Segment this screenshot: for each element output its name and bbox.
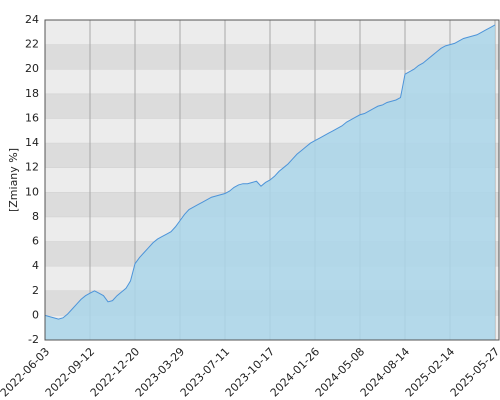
y-tick-label: 24 — [25, 13, 39, 26]
y-tick-label: 10 — [25, 185, 39, 198]
y-tick-label: 22 — [25, 38, 39, 51]
y-axis-label: [Zmiany %] — [7, 148, 20, 212]
y-tick-label: -2 — [28, 333, 39, 346]
y-tick-label: 20 — [25, 62, 39, 75]
y-tick-label: 12 — [25, 161, 39, 174]
y-tick-label: 16 — [25, 111, 39, 124]
y-tick-label: 4 — [32, 259, 39, 272]
plot-border — [44, 19, 500, 341]
y-tick-label: 2 — [32, 284, 39, 297]
line — [44, 24, 496, 320]
y-tick-label: 6 — [32, 235, 39, 248]
y-tick-label: 18 — [25, 87, 39, 100]
y-tick-label: 8 — [32, 210, 39, 223]
area — [45, 24, 495, 340]
y-tick-label: 14 — [25, 136, 39, 149]
band — [45, 20, 499, 45]
y-tick-label: 0 — [32, 308, 39, 321]
